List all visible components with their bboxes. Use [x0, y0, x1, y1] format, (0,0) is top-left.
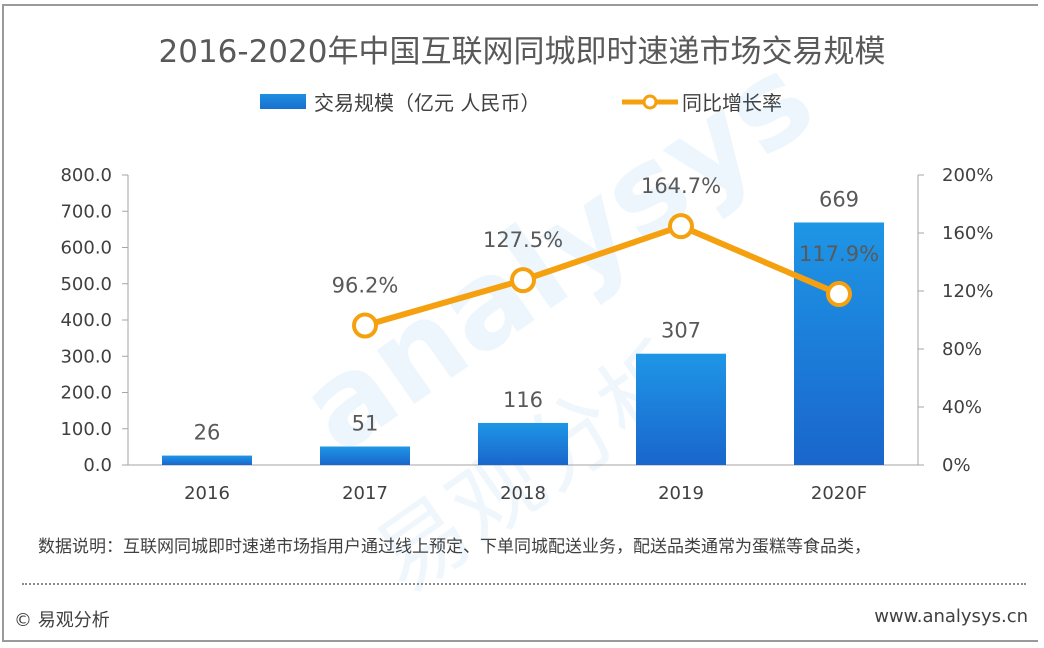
x-tick-label: 2020F [811, 483, 867, 504]
legend-item-line: 同比增长率 [622, 87, 782, 116]
growth-data-label: 127.5% [483, 228, 563, 252]
bar [162, 455, 252, 465]
x-tick-label: 2019 [658, 483, 704, 504]
bar [320, 446, 410, 465]
right-tick-label: 80% [942, 339, 982, 360]
bar-data-label: 26 [194, 421, 221, 445]
chart-title: 2016-2020年中国互联网同城即时速递市场交易规模 [158, 34, 886, 70]
legend: 交易规模（亿元 人民币） 同比增长率 [0, 87, 1044, 115]
growth-point [668, 213, 694, 240]
left-tick-label: 400.0 [60, 310, 112, 331]
copyright: © 易观分析 [14, 610, 110, 631]
bar-data-label: 51 [352, 412, 379, 436]
data-note: 数据说明：互联网同城即时速递市场指用户通过线上预定、下单同城配送业务，配送品类通… [38, 537, 871, 557]
right-tick-label: 120% [942, 281, 993, 302]
left-tick-label: 300.0 [60, 346, 112, 367]
left-tick-label: 500.0 [60, 274, 112, 295]
x-tick-label: 2016 [184, 483, 230, 504]
right-tick-label: 200% [942, 165, 993, 186]
bar-data-label: 116 [503, 388, 543, 412]
legend-line-swatch [622, 94, 678, 109]
divider [22, 583, 1026, 585]
bar [478, 422, 568, 465]
bar-data-label: 307 [661, 319, 701, 343]
right-tick-label: 40% [942, 397, 982, 418]
growth-point [510, 267, 536, 294]
chart-frame [2, 4, 1038, 642]
growth-point [826, 281, 852, 308]
growth-data-label: 117.9% [799, 242, 879, 266]
legend-bar-label: 交易规模（亿元 人民币） [314, 91, 541, 115]
growth-point [352, 312, 378, 339]
legend-line-label: 同比增长率 [682, 91, 782, 115]
growth-line [364, 222, 841, 329]
left-tick-label: 0.0 [83, 455, 112, 476]
x-tick-label: 2018 [500, 483, 546, 504]
left-tick-label: 100.0 [60, 419, 112, 440]
x-tick-label: 2017 [342, 483, 388, 504]
legend-bar-swatch [260, 94, 306, 109]
left-tick-label: 200.0 [60, 383, 112, 404]
website: www.analysys.cn [874, 606, 1028, 627]
right-tick-label: 0% [942, 455, 971, 476]
left-tick-label: 800.0 [60, 165, 112, 186]
growth-data-label: 96.2% [332, 274, 399, 298]
bar [636, 353, 726, 465]
right-tick-label: 160% [942, 223, 993, 244]
growth-data-label: 164.7% [641, 174, 721, 198]
bar-data-label: 669 [819, 187, 859, 211]
left-tick-label: 600.0 [60, 238, 112, 259]
left-tick-label: 700.0 [60, 201, 112, 222]
bar [794, 222, 884, 465]
legend-item-bar: 交易规模（亿元 人民币） [260, 87, 540, 116]
